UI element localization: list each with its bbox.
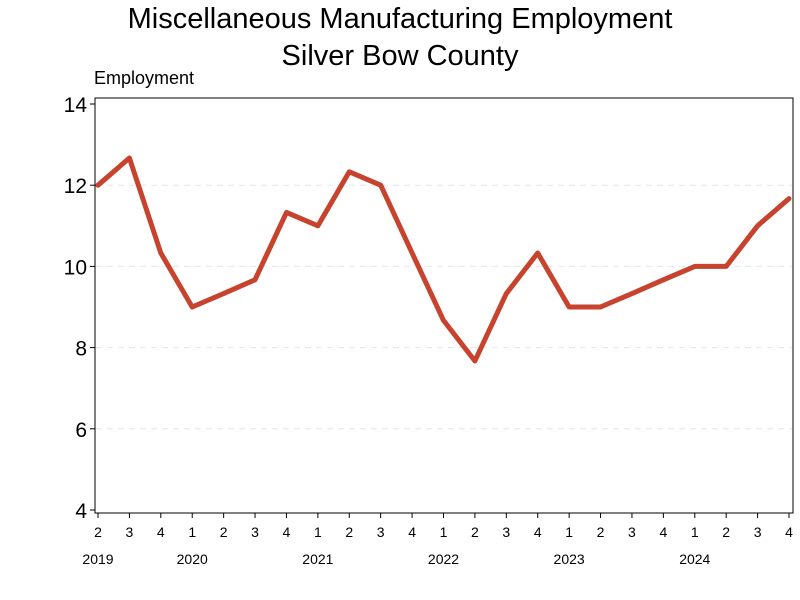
y-tick-label: 6 [75,419,87,442]
x-tick-label: 4 [534,524,542,540]
data-point [128,157,130,159]
x-tick-label: 3 [377,524,385,540]
x-tick-label: 4 [659,524,667,540]
x-tick-label: 2 [345,524,353,540]
chart-subtitle: Silver Bow County [281,40,519,72]
data-point [725,265,727,267]
data-point [285,211,287,213]
x-tick-label: 3 [126,524,134,540]
data-point [348,171,350,173]
x-tick-label: 4 [785,524,793,540]
y-tick-label: 14 [64,94,88,117]
x-tick-label: 4 [157,524,165,540]
data-point [788,198,790,200]
data-point [317,225,319,227]
data-point [191,306,193,308]
x-tick-label: 4 [408,524,416,540]
y-tick-label: 4 [75,500,87,523]
x-tick-label: 3 [251,524,259,540]
series-line [95,155,792,364]
data-point [537,252,539,254]
x-tick-label: 1 [440,524,448,540]
x-tick-label: 2 [94,524,102,540]
x-axis: 2 3 4 1 2 3 4 1 2 3 4 1 2 3 4 1 2 3 4 1 2 3 4 2019 2020 2021 2022 2… [82,513,793,567]
data-point [505,293,507,295]
x-year-label: 2021 [302,551,333,567]
x-year-label: 2020 [177,551,208,567]
y-axis: 4 6 8 10 12 14 [64,94,95,523]
data-point [568,306,570,308]
data-point [600,306,602,308]
x-tick-label: 3 [628,524,636,540]
data-point [160,252,162,254]
y-tick-label: 10 [64,256,87,279]
data-point [223,293,225,295]
y-tick-label: 8 [75,338,87,361]
data-point [411,252,413,254]
x-tick-label: 1 [188,524,196,540]
data-point [694,265,696,267]
x-tick-label: 3 [502,524,510,540]
x-tick-label: 1 [565,524,573,540]
chart-title: Miscellaneous Manufacturing Employment [127,3,673,35]
data-point [474,360,476,362]
x-year-label: 2023 [554,551,585,567]
y-tick-label: 12 [64,175,87,198]
data-point [254,279,256,281]
x-tick-label: 2 [597,524,605,540]
data-point [662,279,664,281]
x-tick-label: 4 [283,524,291,540]
x-tick-label: 1 [314,524,322,540]
x-tick-label: 1 [691,524,699,540]
x-tick-label: 3 [754,524,762,540]
x-year-label: 2022 [428,551,459,567]
x-year-label: 2019 [82,551,113,567]
x-tick-label: 2 [722,524,730,540]
data-point [97,184,99,186]
data-point [380,184,382,186]
data-point [757,225,759,227]
x-year-label: 2024 [679,551,710,567]
y-axis-label: Employment [94,68,195,88]
data-point [631,293,633,295]
x-tick-label: 2 [220,524,228,540]
gridlines [96,184,792,430]
x-tick-label: 2 [471,524,479,540]
data-point [443,319,444,321]
series-lines [95,155,792,364]
